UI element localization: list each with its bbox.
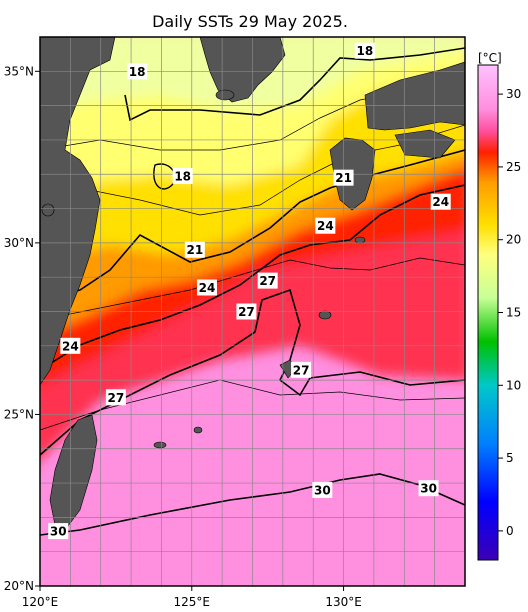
contour-label-text: 24 [199,281,216,295]
colorbar-tick-label: 25 [506,160,521,174]
contour-label: 24 [60,337,81,354]
land-tanegashima [354,236,366,244]
contour-label: 27 [257,272,278,289]
isotherm-thin-3 [40,379,465,431]
contour-label-text: 30 [50,525,67,539]
contour-label-box [291,361,312,378]
contour-label-box [418,480,439,497]
land-shikoku [394,129,456,159]
contour-label-box [105,389,126,406]
y-tick-label: 20°N [4,579,34,593]
contour-label-text: 30 [420,482,437,496]
land-ishigaki [193,426,203,434]
colorbar-tick-label: 15 [506,306,521,320]
contour-label-box [312,481,333,498]
contour-label: 30 [418,480,439,497]
contour-label-text: 27 [259,274,276,288]
contour-label: 27 [236,303,257,320]
land-korea [199,37,286,103]
colorbar-tick-label: 20 [506,233,521,247]
contour-label-box [236,303,257,320]
contour-label: 21 [333,169,354,186]
contour-label-text: 27 [293,363,310,377]
colorbar-ticks: 30 25 20 15 10 5 0 [498,87,521,538]
contour-label-text: 27 [108,391,125,405]
contour-label-text: 30 [314,483,331,497]
map-title: Daily SSTs 29 May 2025. [152,12,348,31]
contour-label-box [196,279,217,296]
contour-label-text: 24 [432,195,449,209]
contour-labels: 18 18 18 21 21 24 24 24 24 27 27 27 27 30 30 30 [48,42,451,540]
contour-label: 24 [196,279,217,296]
contour-label-text: 18 [174,169,191,183]
isotherm-thin-2 [40,257,465,321]
lat-lon-grid [40,37,465,586]
map-frame [39,36,466,587]
contour-label-box [354,42,375,59]
x-axis: 120°E 125°E 130°E [22,586,362,609]
x-tick-label: 125°E [174,595,211,609]
colorbar-gradient [477,64,499,561]
isotherm-27 [40,288,465,456]
land-amami [318,310,332,320]
isotherm-thin-1 [40,124,465,216]
contour-label: 21 [184,241,205,258]
contour-label: 30 [48,523,69,540]
contour-label-box [172,167,193,184]
contour-label-box [48,523,69,540]
colorbar-tick-label: 10 [506,378,521,392]
land-china [40,37,116,386]
contour-label: 24 [430,193,451,210]
isotherm-24 [40,184,465,371]
contour-label-text: 27 [238,305,255,319]
land-jeju [215,89,235,101]
contour-label: 30 [312,481,333,498]
colorbar-tick-label: 5 [506,451,514,465]
land-zhoushan [41,203,55,217]
contour-label-text: 21 [186,243,203,257]
contour-label-box [333,169,354,186]
isotherm-30 [40,473,465,536]
y-tick-label: 25°N [4,407,34,421]
contour-label-text: 18 [356,44,373,58]
contour-label-box [315,217,336,234]
colorbar-tick-label: 30 [506,87,521,101]
colorbar-tick-label: 0 [506,524,514,538]
contour-label-text: 24 [62,339,79,353]
contour-label-box [430,193,451,210]
isotherm-18-loop [153,163,176,190]
contour-label: 27 [291,361,312,378]
x-tick-label: 130°E [325,595,362,609]
land-miyako [153,441,167,449]
y-axis: 35°N 30°N 25°N 20°N [4,64,40,593]
contour-label-box [257,272,278,289]
contour-label-box [60,337,81,354]
land-honshu [364,61,465,131]
y-tick-label: 35°N [4,64,34,78]
y-tick-label: 30°N [4,236,34,250]
isotherm-18 [124,47,465,122]
contour-label: 27 [105,389,126,406]
contour-label: 18 [172,167,193,184]
contour-label: 18 [127,63,148,80]
contour-label: 24 [315,217,336,234]
contour-label-text: 24 [317,219,334,233]
contour-label-box [184,241,205,258]
colorbar: [°C] 30 25 20 15 10 5 0 [477,51,521,561]
contour-label-text: 18 [129,65,146,79]
contour-label-box [127,63,148,80]
colorbar-unit: [°C] [478,51,502,65]
contour-label-text: 21 [335,171,352,185]
x-tick-label: 120°E [22,595,59,609]
contour-label: 18 [354,42,375,59]
